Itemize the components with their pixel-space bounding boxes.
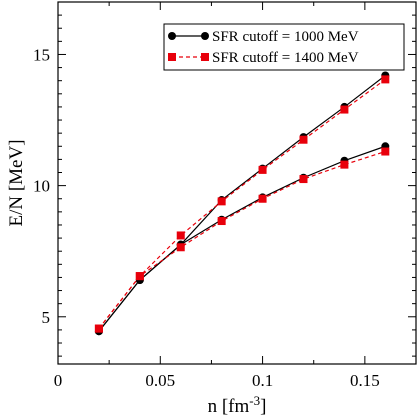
y-tick-label: 15: [33, 45, 50, 64]
plot-frame: [57, 1, 417, 365]
axis-ticks: 0 0.05 0.1 0.15 5 10 15: [33, 2, 416, 390]
data-point: [381, 75, 390, 84]
legend-marker-1000: [201, 32, 209, 40]
y-axis-label: E/N [MeV]: [6, 139, 27, 226]
x-tick-label: 0.05: [145, 371, 175, 390]
data-point: [94, 324, 103, 333]
legend-box: [163, 23, 405, 71]
legend-marker-1400: [201, 53, 209, 61]
x-tick-label: 0: [54, 371, 63, 390]
data-point: [176, 243, 185, 252]
legend-marker-1000: [168, 32, 176, 40]
legend-label-1400: SFR cutoff = 1400 MeV: [212, 50, 359, 66]
x-tick-label: 0.1: [252, 371, 273, 390]
data-point: [217, 217, 226, 226]
data-point: [258, 165, 267, 174]
data-point: [299, 175, 308, 184]
legend-entry-1000: SFR cutoff = 1000 MeV: [168, 29, 359, 45]
x-axis-label: n [fm-3]: [208, 393, 267, 415]
x-axis-label-superscript: -3: [249, 393, 260, 408]
x-axis-label-end: ]: [260, 396, 266, 415]
legend: SFR cutoff = 1000 MeV SFR cutoff = 1400 …: [163, 23, 405, 71]
data-point: [217, 197, 226, 206]
legend-label-1000: SFR cutoff = 1000 MeV: [212, 29, 359, 45]
data-point: [258, 194, 267, 203]
series-line: [98, 74, 386, 332]
data-point: [340, 160, 349, 169]
data-point: [340, 105, 349, 114]
series-line: [98, 150, 386, 329]
x-tick-label: 0.15: [350, 371, 380, 390]
series-layer: [94, 71, 390, 336]
series-1400: [94, 75, 390, 333]
data-point: [135, 272, 144, 281]
legend-entry-1400: SFR cutoff = 1400 MeV: [168, 50, 359, 66]
series-line: [98, 145, 386, 332]
data-point: [381, 147, 390, 156]
y-tick-label: 10: [33, 177, 50, 196]
legend-marker-1400: [168, 53, 176, 61]
y-tick-label: 5: [42, 308, 51, 327]
data-point: [299, 135, 308, 144]
data-point: [176, 231, 185, 240]
x-axis-label-main: n [fm: [208, 396, 250, 415]
series-line: [98, 78, 386, 329]
